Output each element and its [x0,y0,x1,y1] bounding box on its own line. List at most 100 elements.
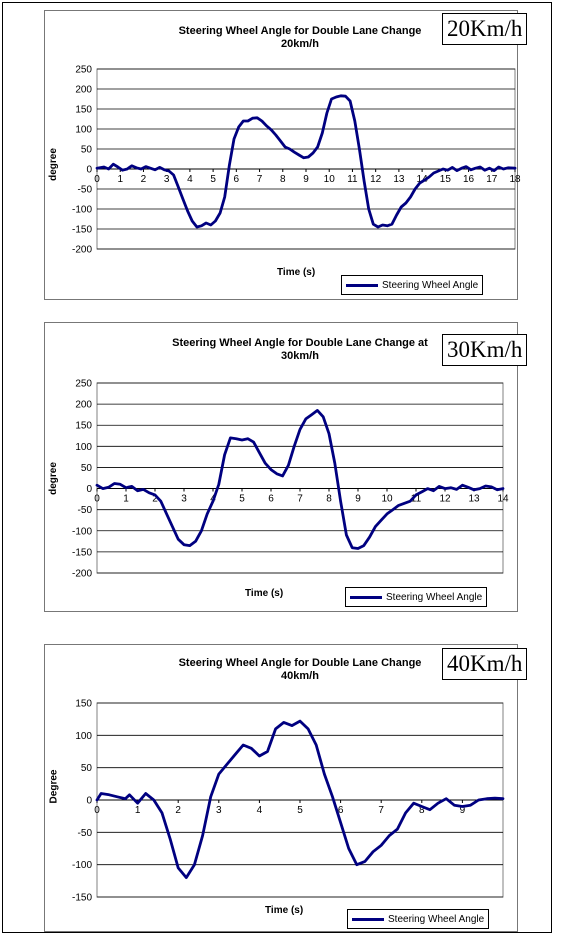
chart-panel-40kmh: -150 -100 -50 0 50 100 150 0 1 2 3 4 5 6 7 8 9 Steering … [44,644,518,932]
x-tick-label: 18 [509,174,521,185]
x-tick-label: 7 [378,805,384,816]
x-tick-label: 15 [440,174,452,185]
plot-area [96,68,516,250]
chart-title: Steering Wheel Angle for Double Lane Cha… [172,337,428,362]
y-axis-label: degree [47,462,59,495]
y-tick-label: -50 [78,185,93,196]
chart-svg: -150 -100 -50 0 50 100 150 0 1 2 3 4 5 6 7 8 9 [72,699,505,904]
x-tick-label: 5 [239,494,245,505]
legend-label: Steering Wheel Angle [386,591,483,603]
series-line-steering-wheel-angle [95,94,517,229]
x-axis-label: Time (s) [245,588,284,599]
y-tick-label: 250 [75,65,92,76]
x-tick-label: 5 [210,174,216,185]
y-tick-label: -50 [78,505,93,516]
y-tick-label: 0 [86,484,92,495]
x-tick-label: 13 [393,174,405,185]
x-tick-label: 1 [123,494,129,505]
y-tick-label: 150 [75,699,92,710]
x-tick-label: 14 [497,494,509,505]
x-tick-label: 0 [94,494,100,505]
speed-tag-40: 40Km/h [442,648,528,680]
y-tick-label: 250 [75,379,92,390]
y-tick-label: 0 [86,796,92,807]
series-line-steering-wheel-angle [95,719,505,880]
x-tick-label: 7 [297,494,303,505]
x-tick-label: 9 [303,174,309,185]
y-tick-label: -200 [72,569,92,580]
y-tick-label: -50 [78,828,93,839]
chart-title: Steering Wheel Angle for Double Lane Cha… [178,25,422,50]
x-axis-label: Time (s) [265,905,304,916]
legend-swatch [352,917,384,921]
x-tick-label: 3 [181,494,187,505]
x-tick-label: 16 [463,174,475,185]
legend: Steering Wheel Angle [347,909,490,929]
x-tick-label: 0 [94,174,100,185]
y-axis-label: Degree [48,769,60,804]
x-tick-label: 12 [370,174,382,185]
x-tick-label: 13 [468,494,480,505]
y-tick-label: -200 [72,245,92,256]
y-tick-label: 200 [75,85,92,96]
y-tick-label: 150 [75,421,92,432]
x-tick-label: 2 [152,494,158,505]
x-tick-label: 1 [135,805,141,816]
x-tick-label: 9 [355,494,361,505]
y-tick-label: -150 [72,893,92,904]
x-tick-label: 14 [417,174,429,185]
x-tick-label: 3 [216,805,222,816]
x-tick-label: 2 [141,174,147,185]
x-axis-label: Time (s) [277,267,316,278]
x-tick-label: 4 [187,174,193,185]
legend-swatch [350,595,382,599]
y-tick-label: 100 [75,731,92,742]
x-tick-label: 6 [338,805,344,816]
chart-panel-30kmh: -200 -150 -100 -50 0 50 100 150 200 250 0 1 2 3 4 5 6 7 8 9… [44,322,518,612]
x-tick-label: 7 [257,174,263,185]
y-tick-label: -100 [72,860,92,871]
legend-label: Steering Wheel Angle [382,279,479,291]
y-tick-label: 150 [75,105,92,116]
x-tick-label: 5 [297,805,303,816]
x-tick-label: 9 [460,805,466,816]
x-tick-label: 2 [175,805,181,816]
chart-panel-20kmh: -200 -150 -100 -50 0 50 100 150 200 250 0 1 2 3 4 5 6 7 8 9… [44,10,521,300]
x-tick-label: 11 [411,494,422,505]
x-tick-label: 1 [117,174,123,185]
x-tick-label: 8 [280,174,286,185]
series-line-steering-wheel-angle [95,409,505,550]
x-tick-label: 0 [94,805,100,816]
y-tick-label: 50 [81,763,93,774]
legend-swatch [346,283,378,287]
legend: Steering Wheel Angle [341,275,484,295]
x-tick-label: 10 [381,494,393,505]
y-tick-label: -100 [72,205,92,216]
y-tick-label: 50 [81,463,93,474]
x-tick-label: 3 [164,174,170,185]
x-tick-label: 10 [324,174,336,185]
x-tick-label: 6 [268,494,274,505]
plot-area [96,382,504,574]
y-tick-label: 50 [81,145,93,156]
speed-tag-30: 30Km/h [442,334,528,366]
y-tick-label: -100 [72,526,92,537]
y-tick-label: 200 [75,400,92,411]
legend-label: Steering Wheel Angle [388,913,485,925]
figure-frame [2,2,552,933]
x-tick-label: 12 [439,494,451,505]
y-tick-label: -150 [72,225,92,236]
y-axis-label: degree [47,148,59,181]
chart-title: Steering Wheel Angle for Double Lane Cha… [178,657,422,682]
x-tick-label: 11 [347,174,358,185]
x-tick-label: 6 [234,174,240,185]
y-tick-label: 0 [86,165,92,176]
y-tick-label: 100 [75,442,92,453]
y-tick-label: -150 [72,547,92,558]
legend: Steering Wheel Angle [345,587,488,607]
speed-tag-20: 20Km/h [442,13,528,45]
y-tick-label: 100 [75,125,92,136]
x-tick-label: 17 [486,174,498,185]
